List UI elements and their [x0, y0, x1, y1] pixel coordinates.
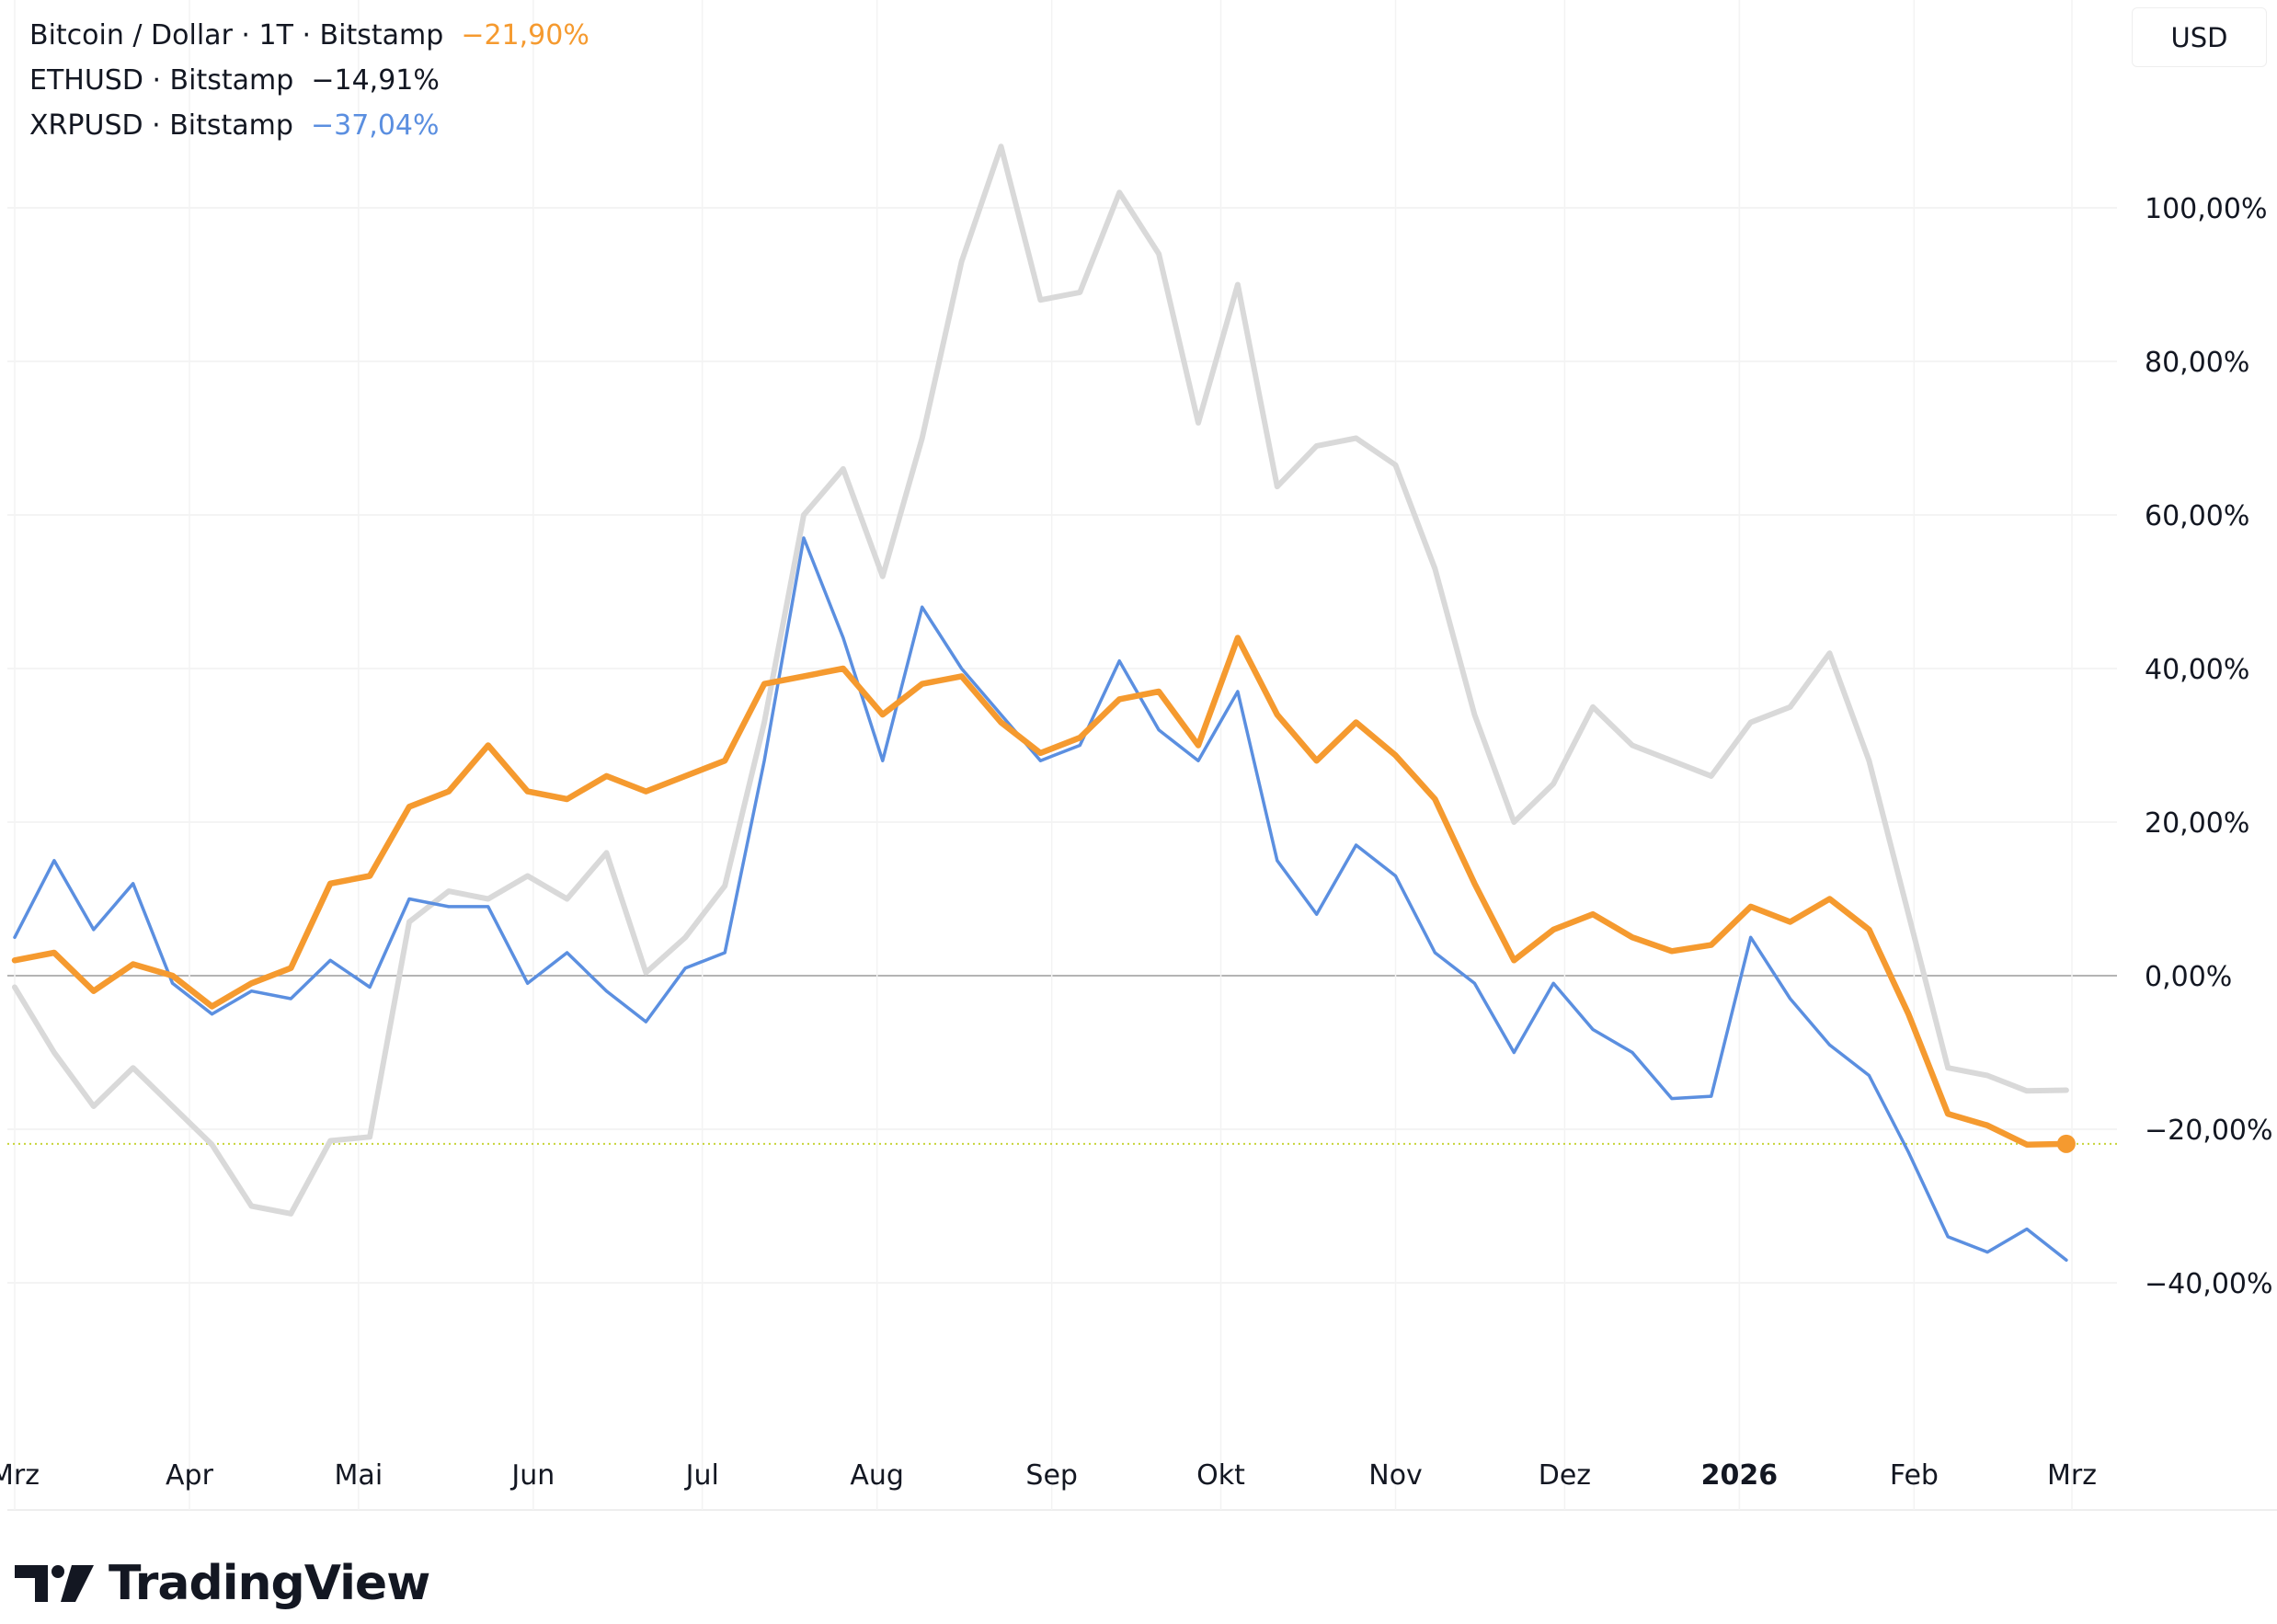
x-tick-label: Aug: [850, 1459, 904, 1492]
legend-change: −14,91%: [311, 64, 440, 97]
last-value-dot: [2056, 1134, 2076, 1153]
legend-label: ETHUSD · Bitstamp: [29, 64, 294, 97]
x-tick-label: Jul: [684, 1459, 719, 1492]
series-lines: [11, 143, 2076, 1263]
x-tick-label: Sep: [1025, 1459, 1078, 1492]
grid: [7, 0, 2277, 1511]
series-line-xrp: [13, 536, 2068, 1263]
legend: Bitcoin / Dollar · 1T · Bitstamp −21,90%…: [29, 13, 589, 148]
x-tick-label: Okt: [1196, 1459, 1245, 1492]
y-tick-label: 60,00%: [2145, 500, 2249, 532]
x-axis: Mrz Apr Mai Jun Jul Aug Sep Okt Nov Dez 2026 Feb Mrz: [0, 1459, 2097, 1492]
x-tick-label: 2026: [1701, 1459, 1779, 1492]
x-tick-label: Dez: [1539, 1459, 1591, 1492]
currency-button[interactable]: USD: [2132, 7, 2267, 67]
legend-item-xrp[interactable]: XRPUSD · Bitstamp −37,04%: [29, 103, 589, 148]
x-tick-label: Mrz: [2047, 1459, 2097, 1492]
y-tick-label: 0,00%: [2145, 961, 2232, 993]
legend-item-btc[interactable]: Bitcoin / Dollar · 1T · Bitstamp −21,90%: [29, 13, 589, 58]
y-tick-label: 20,00%: [2145, 807, 2249, 840]
y-tick-label: 80,00%: [2145, 347, 2249, 379]
legend-label: XRPUSD · Bitstamp: [29, 109, 293, 142]
y-tick-label: −20,00%: [2145, 1115, 2273, 1147]
y-tick-label: 100,00%: [2145, 193, 2267, 225]
legend-label: Bitcoin / Dollar · 1T · Bitstamp: [29, 19, 444, 51]
x-tick-label: Nov: [1368, 1459, 1423, 1492]
x-tick-label: Mrz: [0, 1459, 40, 1492]
y-tick-label: −40,00%: [2145, 1268, 2273, 1300]
series-line-eth: [12, 143, 2069, 1217]
legend-change: −37,04%: [311, 109, 440, 142]
x-tick-label: Mai: [335, 1459, 383, 1492]
tradingview-logo[interactable]: TradingView: [15, 1556, 430, 1611]
x-tick-label: Feb: [1890, 1459, 1939, 1492]
series-line-btc: [11, 635, 2070, 1148]
chart[interactable]: 100,00% 80,00% 60,00% 40,00% 20,00% 0,00% −20,…: [0, 0, 2277, 1545]
y-tick-label: 40,00%: [2145, 654, 2249, 686]
currency-label: USD: [2170, 21, 2228, 53]
legend-item-eth[interactable]: ETHUSD · Bitstamp −14,91%: [29, 58, 589, 103]
legend-change: −21,90%: [461, 19, 589, 51]
tradingview-logo-icon: [15, 1565, 94, 1602]
y-axis: 100,00% 80,00% 60,00% 40,00% 20,00% 0,00% −20,…: [2145, 193, 2273, 1300]
x-tick-label: Jun: [509, 1459, 555, 1492]
brand-name: TradingView: [109, 1556, 430, 1611]
x-tick-label: Apr: [166, 1459, 214, 1492]
